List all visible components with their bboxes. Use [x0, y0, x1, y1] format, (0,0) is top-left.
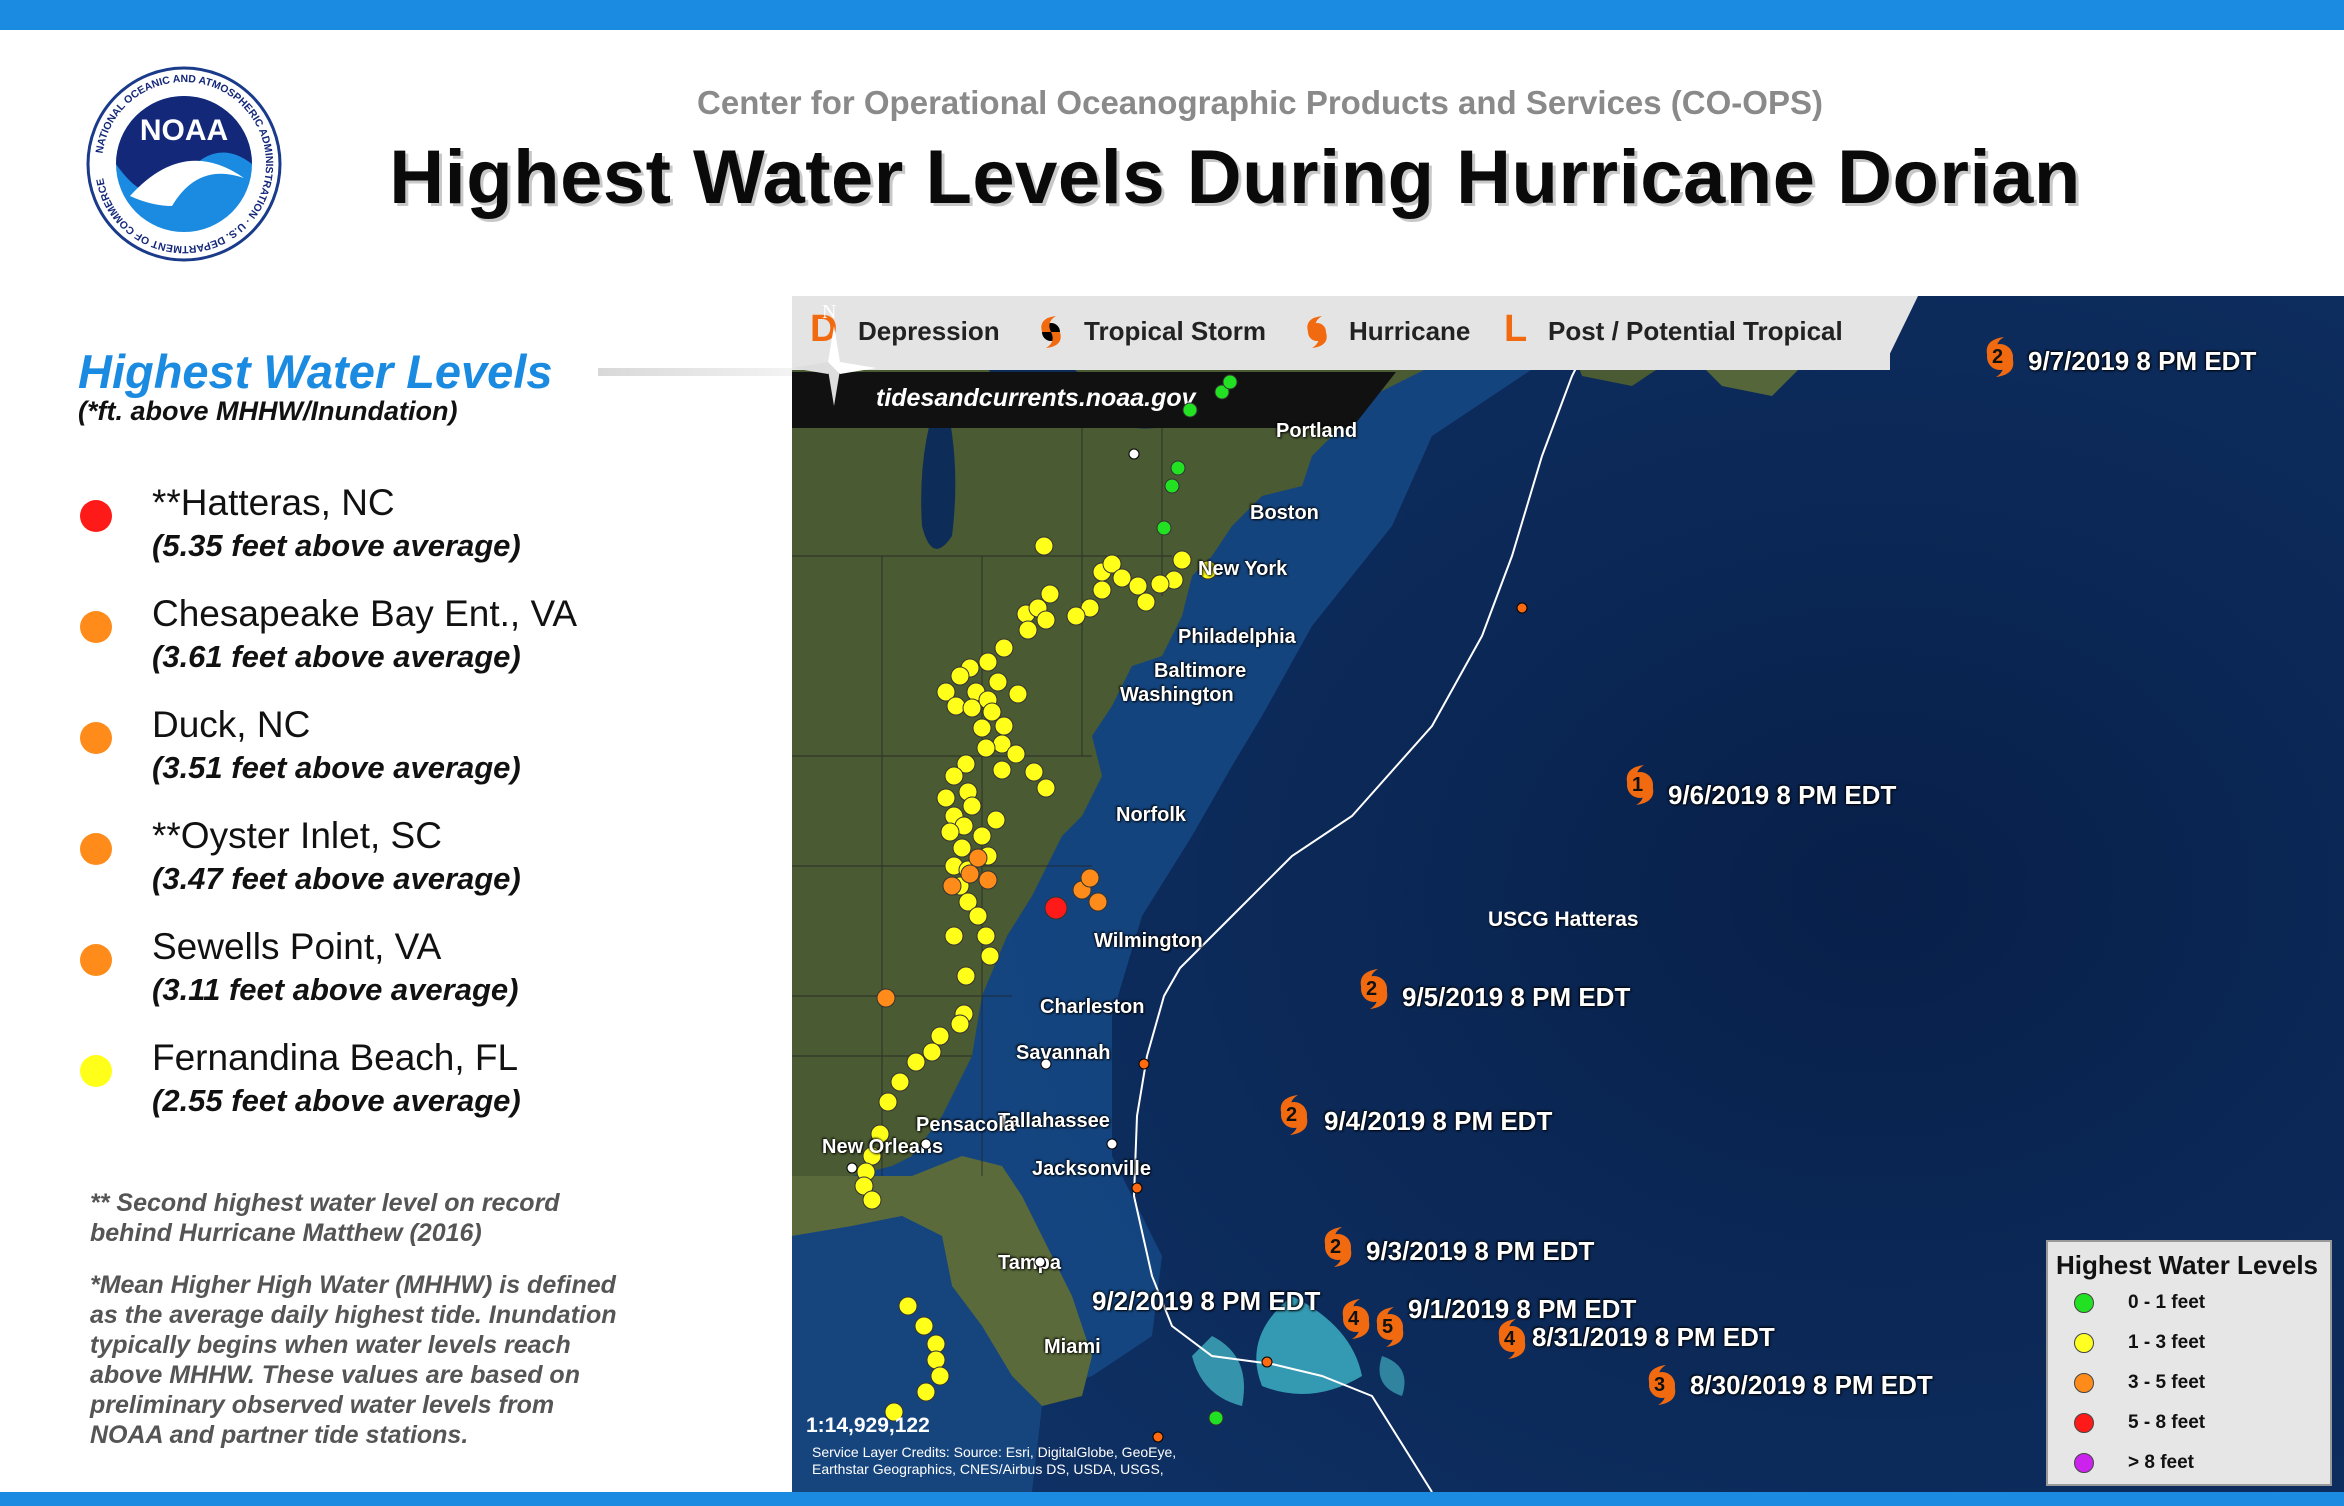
city-label: Norfolk [1116, 804, 1186, 826]
hurricane-icon [1324, 1227, 1352, 1267]
station-name: Chesapeake Bay Ent., VA [152, 593, 578, 634]
station-name: Duck, NC [152, 704, 311, 745]
track-category: 4 [1348, 1308, 1360, 1330]
track-category: 3 [1654, 1374, 1666, 1396]
legend-title: Highest Water Levels [2056, 1250, 2319, 1280]
city-label: Tallahassee [998, 1110, 1110, 1132]
source-url[interactable]: tidesandcurrents.noaa.gov [876, 384, 1196, 412]
hurricane-icon [1498, 1319, 1526, 1359]
station-name: **Hatteras, NC [152, 482, 395, 523]
storm-type-label: Depression [858, 316, 1000, 346]
record-footnote: ** Second highest water level on record … [90, 1189, 560, 1247]
station-item: **Oyster Inlet, SC (3.47 feet above aver… [78, 815, 778, 915]
hurricane-icon [1626, 765, 1654, 805]
svg-text:NOAA: NOAA [140, 114, 228, 147]
city-label: Washington [1120, 684, 1234, 706]
water-level-legend: Highest Water Levels 0 - 1 feet 1 - 3 fe… [2046, 1240, 2332, 1486]
station-name: **Oyster Inlet, SC [152, 815, 442, 856]
track-datetime: 8/31/2019 8 PM EDT [1532, 1322, 1775, 1352]
panel-title-rule [598, 368, 796, 376]
station-level-dot [80, 611, 112, 643]
track-datetime: 9/3/2019 8 PM EDT [1366, 1236, 1595, 1266]
track-category: 2 [1286, 1104, 1298, 1126]
track-datetime: 9/7/2019 8 PM EDT [2028, 346, 2257, 376]
station-item: Sewells Point, VA (3.11 feet above avera… [78, 926, 778, 1026]
hurricane-track [1132, 296, 1613, 1492]
station-level-dot [80, 1055, 112, 1087]
track-datetime: 9/2/2019 8 PM EDT [1092, 1286, 1321, 1316]
station-name: Sewells Point, VA [152, 926, 442, 967]
north-arrow-icon: N [792, 301, 876, 406]
station-value: (3.61 feet above average) [152, 639, 521, 674]
post-tropical-icon: L [1504, 308, 1528, 350]
track-category: 2 [1992, 346, 2004, 368]
station-value: (2.55 feet above average) [152, 1083, 521, 1118]
map-credits: Service Layer Credits: Source: Esri, Dig… [812, 1444, 1177, 1477]
hurricane-icon [1307, 316, 1327, 348]
page-title: Highest Water Levels During Hurricane Do… [389, 135, 2081, 220]
map-scale: 1:14,929,122 [806, 1414, 930, 1437]
station-value: (3.47 feet above average) [152, 861, 521, 896]
map[interactable]: D Depression Tropical Storm Hurricane L … [792, 296, 2344, 1492]
station-level-dot [80, 833, 112, 865]
storm-type-label: Tropical Storm [1084, 316, 1267, 346]
station-name: Fernandina Beach, FL [152, 1037, 519, 1078]
city-label: New York [1198, 558, 1288, 580]
uscg-hatteras-label: USCG Hatteras [1488, 908, 1639, 931]
station-value: (3.51 feet above average) [152, 750, 521, 785]
storm-type-legend [792, 296, 1890, 370]
svg-text:N: N [822, 301, 836, 323]
station-item: Duck, NC (3.51 feet above average) [78, 704, 778, 804]
station-value: (5.35 feet above average) [152, 528, 521, 563]
station-value: (3.11 feet above average) [152, 972, 519, 1007]
station-level-dot [80, 500, 112, 532]
bottom-bar [0, 1492, 2344, 1506]
station-item: **Hatteras, NC (5.35 feet above average) [78, 482, 778, 582]
city-label: Tampa [998, 1252, 1061, 1274]
land-mass [792, 296, 1532, 1176]
panel-subtitle: (*ft. above MHHW/Inundation) [78, 396, 458, 426]
top-bar [0, 0, 2344, 30]
track-category: 2 [1366, 978, 1378, 1000]
track-datetime: 9/6/2019 8 PM EDT [1668, 780, 1897, 810]
city-label: Baltimore [1154, 660, 1247, 682]
organization-name: Center for Operational Oceanographic Pro… [697, 84, 1823, 121]
track-category: 4 [1504, 1328, 1516, 1350]
city-label: Portland [1276, 420, 1358, 442]
track-datetime: 9/1/2019 8 PM EDT [1408, 1294, 1637, 1324]
hurricane-icon [1360, 969, 1388, 1009]
noaa-logo: NOAA NATIONAL OCEANIC AND ATMOSPHERIC AD… [86, 66, 282, 262]
mhhw-footnote: *Mean Higher High Water (MHHW) is define… [90, 1271, 617, 1449]
hurricane-icon [1376, 1307, 1404, 1347]
station-item: Chesapeake Bay Ent., VA (3.61 feet above… [78, 593, 778, 693]
station-level-dot [80, 944, 112, 976]
storm-type-label: Hurricane [1349, 316, 1471, 346]
city-label: New Orleans [822, 1136, 944, 1158]
track-category: 1 [1632, 774, 1644, 796]
city-label: Philadelphia [1178, 626, 1296, 648]
track-datetime: 9/5/2019 8 PM EDT [1402, 982, 1631, 1012]
hurricane-icon [1342, 1299, 1370, 1339]
track-category: 2 [1330, 1236, 1342, 1258]
storm-type-label: Post / Potential Tropical [1548, 316, 1843, 346]
track-datetime: 9/4/2019 8 PM EDT [1324, 1106, 1553, 1136]
hurricane-icon [1648, 1365, 1676, 1405]
city-label: Savannah [1016, 1042, 1111, 1064]
station-level-dot [80, 722, 112, 754]
tropical-storm-icon [1041, 316, 1061, 348]
track-category: 5 [1382, 1316, 1394, 1338]
city-label: Miami [1044, 1336, 1101, 1358]
hurricane-icon [1986, 337, 2014, 377]
city-label: Pensacola [916, 1114, 1015, 1136]
track-datetime: 8/30/2019 8 PM EDT [1690, 1370, 1933, 1400]
city-label: Wilmington [1094, 930, 1203, 952]
station-item: Fernandina Beach, FL (2.55 feet above av… [78, 1037, 778, 1137]
city-label: Boston [1250, 502, 1319, 524]
hurricane-icon [1280, 1095, 1308, 1135]
city-label: Jacksonville [1032, 1158, 1151, 1180]
panel-title: Highest Water Levels [78, 345, 553, 398]
city-label: Charleston [1040, 996, 1145, 1018]
